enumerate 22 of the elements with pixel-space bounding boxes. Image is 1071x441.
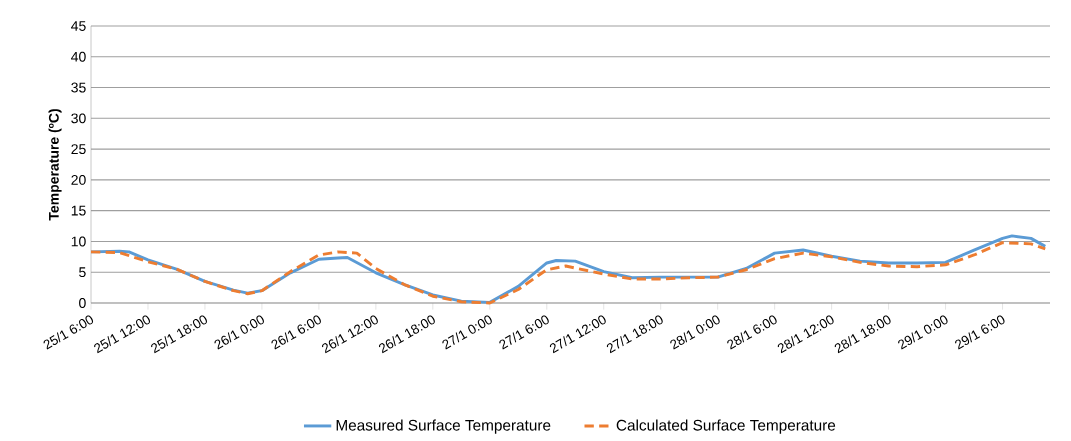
x-tick-label: 27/1 6:00 [499, 315, 549, 350]
x-tick-label: 25/1 6:00 [43, 315, 94, 350]
y-tick-label: 30 [71, 113, 86, 124]
x-tick-label: 26/1 0:00 [214, 315, 264, 350]
y-tick-label: 20 [71, 174, 86, 185]
legend-label: Calculated Surface Temperature [616, 419, 836, 434]
y-axis-title: Temperature (ºC) [48, 109, 62, 221]
x-tick-label: 26/1 6:00 [271, 315, 321, 350]
y-tick-label: 25 [71, 144, 86, 155]
x-tick-label: 27/1 0:00 [442, 315, 492, 350]
y-tick-label: 40 [71, 51, 86, 62]
y-tick-label: 45 [71, 21, 86, 31]
x-tick-label: 28/1 6:00 [727, 315, 777, 350]
y-tick-label: 10 [71, 236, 86, 247]
y-tick-label: 15 [71, 205, 86, 216]
y-tick-label: 5 [79, 267, 86, 278]
y-tick-label: 0 [79, 298, 86, 308]
x-tick-label: 28/1 0:00 [670, 315, 720, 350]
legend-label: Measured Surface Temperature [336, 419, 551, 434]
x-tick-label: 29/1 0:00 [898, 315, 948, 350]
x-tick-label: 29/1 6:00 [955, 315, 1005, 350]
y-tick-label: 35 [71, 82, 86, 93]
